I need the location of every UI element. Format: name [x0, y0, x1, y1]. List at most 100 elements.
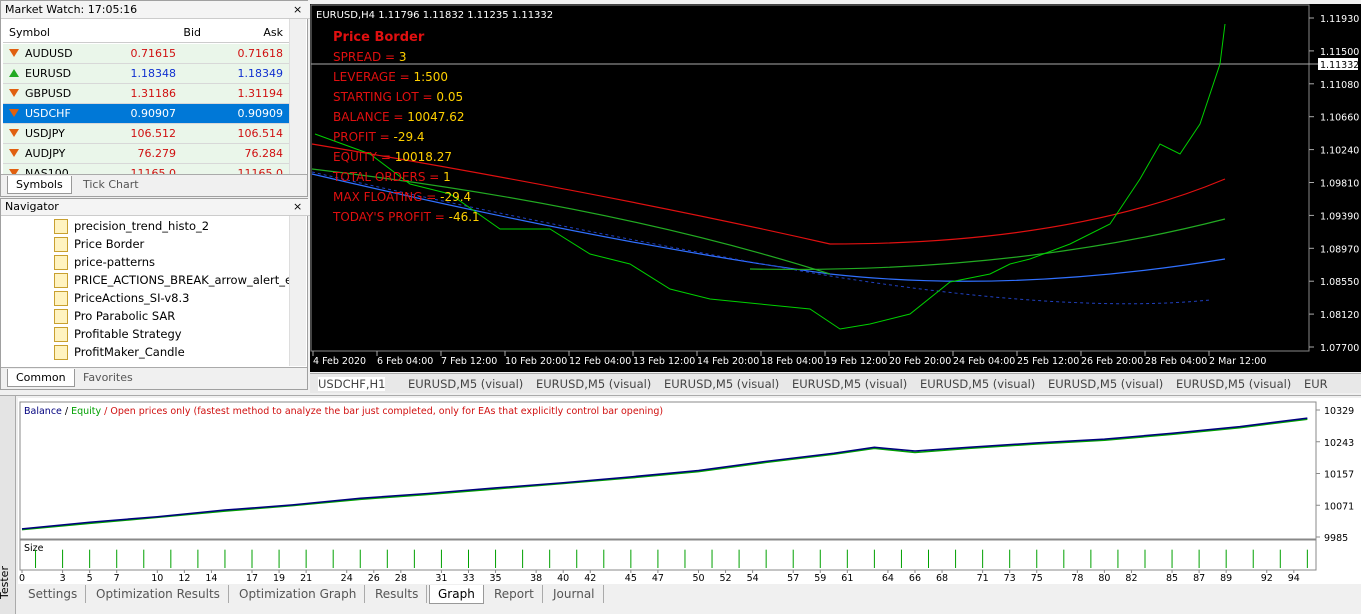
price-label: 1.08550 [1320, 277, 1359, 288]
tester-strip [0, 396, 16, 614]
x-tick-label: 17 [246, 573, 258, 584]
stat-value: 3 [399, 50, 407, 64]
symbol-row[interactable] [3, 144, 289, 164]
item-icon [54, 255, 68, 270]
tab[interactable]: Symbols [7, 176, 72, 194]
time-label: 7 Feb 12:00 [441, 356, 497, 367]
current-price: 1.11332 [1320, 60, 1359, 71]
x-tick-label: 50 [692, 573, 704, 584]
tab[interactable]: Favorites [83, 371, 133, 384]
tester-tab[interactable]: Optimization Graph [231, 585, 366, 603]
time-label: 20 Feb 20:00 [889, 356, 951, 367]
x-tick-label: 19 [273, 573, 285, 584]
tester-tab[interactable]: Results [367, 585, 428, 603]
symbol-icon [9, 69, 19, 77]
stat-value: 10018.27 [395, 150, 452, 164]
chart-tab[interactable]: EURUSD,M5 (visual) [408, 377, 524, 391]
price-label: 1.09810 [1320, 179, 1359, 190]
stat-value: -29.4 [440, 190, 471, 204]
close-button[interactable]: × [293, 3, 303, 16]
symbol-row[interactable] [3, 44, 289, 64]
tester-tab[interactable]: Graph [429, 585, 484, 604]
x-tick-label: 26 [368, 573, 380, 584]
time-label: 4 Feb 2020 [313, 356, 366, 367]
scrollbar [289, 216, 306, 366]
chart-tab[interactable]: EURUSD,M5 (visual) [664, 377, 780, 391]
navigator-item[interactable]: PriceActions_SI-v8.3 [74, 291, 190, 305]
symbol-row[interactable] [3, 84, 289, 104]
time-label: 12 Feb 04:00 [569, 356, 631, 367]
chart-tab[interactable]: USDCHF,H1 [318, 377, 386, 391]
stat-line: TODAY'S PROFIT = -46.1 [332, 210, 480, 224]
symbol-row[interactable] [3, 64, 289, 84]
y-tick-label: 9985 [1324, 533, 1348, 544]
chart-tab[interactable]: EURUSD,M5 (visual) [792, 377, 908, 391]
symbol: USDCHF [25, 107, 71, 120]
tester-tab[interactable]: Optimization Results [88, 585, 229, 603]
x-tick-label: 64 [882, 573, 894, 584]
stat-value: 10047.62 [407, 110, 464, 124]
symbol-row[interactable] [3, 124, 289, 144]
legend-equity: Equity [71, 406, 101, 417]
ask: 106.514 [237, 127, 284, 140]
tab[interactable]: Tick Chart [83, 178, 139, 191]
column-header: Symbol [9, 26, 50, 39]
navigator-item[interactable]: Profitable Strategy [74, 327, 182, 341]
tester-tab[interactable]: Report [486, 585, 543, 603]
x-tick-label: 38 [530, 573, 542, 584]
navigator-item[interactable]: precision_trend_histo_2 [74, 219, 210, 233]
ask: 1.31194 [237, 87, 284, 100]
chart-tab[interactable]: EUR [1304, 377, 1328, 391]
tab[interactable]: Common [7, 369, 75, 387]
price-label: 1.10660 [1320, 113, 1359, 124]
ask: 76.284 [244, 147, 284, 160]
stat-label: TOTAL ORDERS = [332, 170, 443, 184]
x-tick-label: 94 [1288, 573, 1300, 584]
chart-tab[interactable]: EURUSD,M5 (visual) [1176, 377, 1292, 391]
item-icon [54, 291, 68, 306]
chart-tab[interactable]: EURUSD,M5 (visual) [536, 377, 652, 391]
x-tick-label: 71 [977, 573, 989, 584]
time-label: 25 Feb 12:00 [1017, 356, 1079, 367]
price-label: 1.07700 [1320, 343, 1359, 354]
item-icon [54, 309, 68, 324]
navigator-item[interactable]: Pro Parabolic SAR [74, 309, 176, 323]
price-label: 1.11930 [1320, 14, 1359, 25]
legend: Balance / Equity / Open prices only (fastes… [24, 406, 663, 417]
price-label: 1.11080 [1320, 80, 1359, 91]
x-tick-label: 66 [909, 573, 921, 584]
chart-header: EURUSD,H4 1.11796 1.11832 1.11235 1.1133… [316, 10, 553, 21]
x-tick-label: 61 [841, 573, 853, 584]
x-tick-label: 87 [1193, 573, 1205, 584]
time-label: 10 Feb 20:00 [505, 356, 567, 367]
x-tick-label: 0 [19, 573, 25, 584]
tester-tab[interactable]: Journal [545, 585, 604, 603]
item-icon [54, 273, 68, 288]
y-tick-label: 10157 [1324, 470, 1354, 481]
y-tick-label: 10243 [1324, 438, 1354, 449]
item-icon [54, 345, 68, 360]
chart-tab[interactable]: EURUSD,M5 (visual) [1048, 377, 1164, 391]
navigator-item[interactable]: price-patterns [74, 255, 156, 269]
time-label: 14 Feb 20:00 [697, 356, 759, 367]
stat-label: PROFIT = [333, 130, 393, 144]
stat-label: MAX FLOATING = [333, 190, 440, 204]
navigator-item[interactable]: PRICE_ACTIONS_BREAK_arrow_alert_ema [74, 273, 289, 287]
x-tick-label: 57 [787, 573, 799, 584]
item-icon [54, 327, 68, 342]
stat-label: SPREAD = [333, 50, 399, 64]
chart-tab[interactable]: EURUSD,M5 (visual) [920, 377, 1036, 391]
symbol-icon [9, 49, 19, 57]
close-button[interactable]: × [293, 200, 303, 213]
tester-tab[interactable]: Settings [20, 585, 87, 603]
symbol-row[interactable] [3, 104, 289, 124]
x-tick-label: 31 [435, 573, 447, 584]
x-tick-label: 7 [114, 573, 120, 584]
navigator-item[interactable]: Price Border [74, 237, 145, 251]
stat-value: 1:500 [413, 70, 448, 84]
x-tick-label: 75 [1031, 573, 1043, 584]
x-tick-label: 35 [490, 573, 502, 584]
stat-value: 1 [443, 170, 451, 184]
navigator-item[interactable]: ProfitMaker_Candle [74, 345, 185, 359]
